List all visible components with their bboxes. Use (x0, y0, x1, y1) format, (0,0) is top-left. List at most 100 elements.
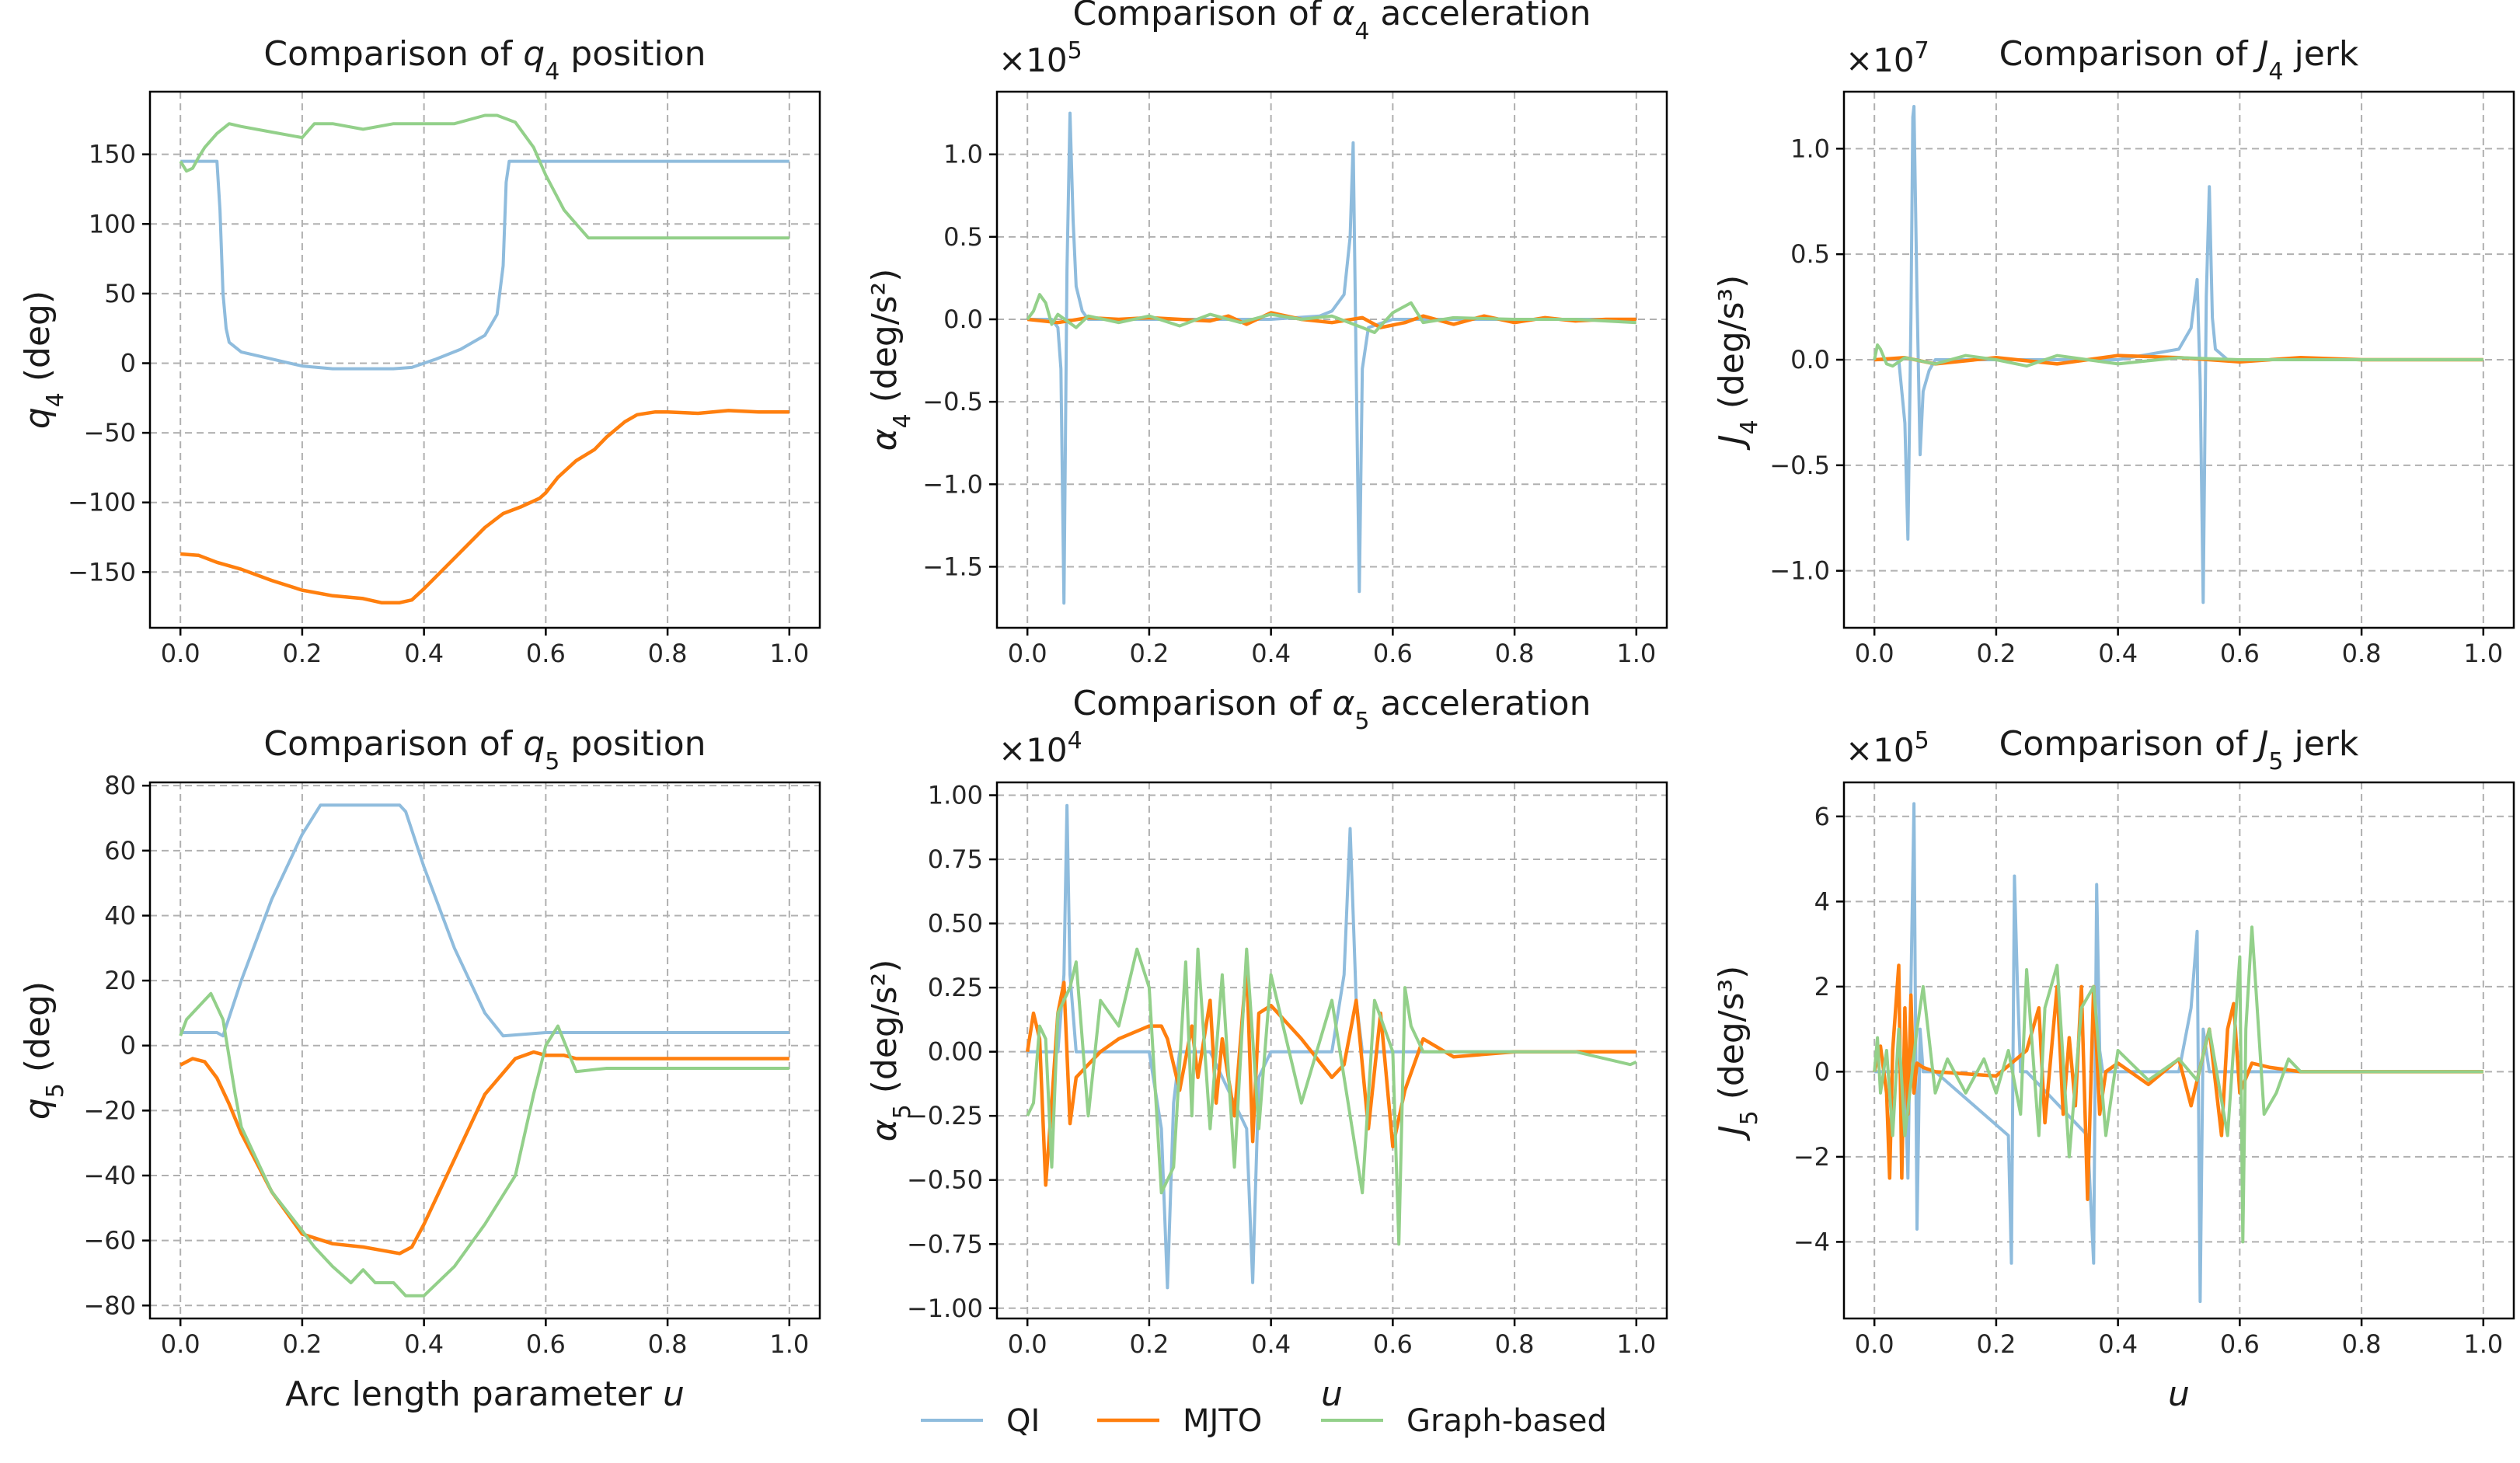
chart-title: Comparison of q4 position (263, 34, 706, 85)
y-axis-label: α4 (deg/s²) (865, 269, 916, 451)
series-line-qi (180, 159, 789, 371)
chart-title: Comparison of α5 acceleration (1073, 684, 1591, 735)
series-line-qi (1874, 105, 2483, 604)
chart-title: Comparison of α4 acceleration (1073, 0, 1591, 45)
series-line-graph-based (179, 113, 789, 240)
x-tick-label: 0.2 (1129, 1329, 1169, 1359)
series-line-graph-based (179, 991, 789, 1298)
x-tick-label: 0.4 (404, 1329, 444, 1359)
chart-q5: 0.0 0.2 0.4 0.6 0.8 1.0 80 60 40 20 0 −20 −40 −60 −80 C… (18, 724, 821, 1414)
series-line-mjto (1873, 963, 2483, 1201)
y-tick-label: 0 (120, 348, 136, 378)
y-tick-label: 50 (104, 279, 136, 308)
chart-a5: 0.0 0.2 0.4 0.6 0.8 1.0 1.00 0.75 0.50 0.25 0.00 −0… (865, 684, 1668, 1414)
y-axis-label: α5 (deg/s²) (865, 960, 916, 1142)
y-tick-label: 0.0 (1790, 345, 1830, 374)
chart-j5: 0.0 0.2 0.4 0.6 0.8 1.0 6 4 2 0 −2 −4 Comparison of … (1712, 724, 2515, 1414)
y-tick-label: 0.0 (943, 305, 983, 334)
y-tick-label: −60 (83, 1226, 136, 1256)
y-axis-label: q4 (deg) (18, 291, 69, 429)
x-tick-label: 0.0 (161, 639, 200, 668)
chart-a4: 0.0 0.2 0.4 0.6 0.8 1.0 1.0 0.5 0.0 −0.5 −1.0 −1.5 C… (865, 0, 1668, 668)
y-tick-label: −20 (83, 1096, 136, 1125)
y-tick-label: −0.5 (1769, 451, 1830, 480)
x-tick-label: 0.4 (1251, 639, 1291, 668)
y-tick-label: 0.00 (928, 1037, 983, 1067)
axis-offset-label: ×107 (1846, 37, 1929, 80)
x-tick-label: 0.2 (1976, 1329, 2016, 1359)
series-line-graph-based (1026, 293, 1636, 334)
series-line-mjto (180, 409, 789, 604)
x-tick-label: 0.8 (1495, 639, 1535, 668)
x-tick-label: 0.2 (1976, 639, 2016, 668)
x-tick-label: 0.0 (1855, 1329, 1894, 1359)
y-tick-label: −2 (1793, 1142, 1830, 1172)
y-tick-label: 1.00 (928, 781, 983, 810)
y-tick-label: −1.5 (922, 552, 983, 581)
chart-q4: 0.0 0.2 0.4 0.6 0.8 1.0 150 100 50 0 −50 −100 −150 Co… (18, 34, 821, 668)
y-axis-label: q5 (deg) (18, 981, 69, 1120)
legend-label: QI (1006, 1403, 1040, 1439)
y-tick-label: −0.50 (907, 1165, 983, 1195)
x-tick-label: 1.0 (769, 639, 809, 668)
y-tick-label: −100 (68, 488, 136, 517)
series-line-qi (180, 803, 789, 1038)
y-tick-label: −0.25 (907, 1101, 983, 1130)
x-tick-label: 0.4 (404, 639, 444, 668)
x-tick-label: 0.4 (1251, 1329, 1291, 1359)
chart-title: Comparison of J4 jerk (1999, 34, 2359, 85)
y-axis-label: J5 (deg/s³) (1712, 966, 1763, 1142)
y-tick-label: −1.0 (922, 469, 983, 499)
series-line-qi (1027, 803, 1636, 1290)
x-tick-label: 0.6 (2220, 639, 2260, 668)
y-tick-label: 6 (1814, 802, 1830, 831)
y-tick-label: 100 (89, 209, 136, 239)
series-line-graph-based (1873, 925, 2483, 1244)
series-line-graph-based (1026, 947, 1637, 1246)
x-tick-label: 0.0 (1855, 639, 1894, 668)
x-axis-label: u (1321, 1374, 1343, 1414)
y-tick-label: 60 (104, 836, 136, 866)
x-tick-label: 0.6 (526, 639, 566, 668)
x-tick-label: 0.0 (161, 1329, 200, 1359)
x-tick-label: 0.8 (2342, 639, 2382, 668)
x-tick-label: 0.8 (1495, 1329, 1535, 1359)
series-line-mjto (1025, 963, 1636, 1187)
x-tick-label: 0.2 (282, 639, 322, 668)
x-tick-label: 0.2 (282, 1329, 322, 1359)
x-tick-label: 0.8 (648, 639, 688, 668)
axes-frame (995, 781, 1668, 1320)
y-tick-label: 80 (104, 771, 136, 800)
chart-title: Comparison of J5 jerk (1999, 724, 2359, 775)
y-tick-label: 0 (120, 1031, 136, 1061)
y-tick-label: 0.5 (943, 222, 983, 252)
y-tick-label: −80 (83, 1291, 136, 1320)
y-tick-label: 150 (89, 140, 136, 169)
axes-frame (148, 781, 821, 1320)
y-tick-label: −0.5 (922, 387, 983, 416)
axis-offset-label: ×104 (999, 727, 1082, 770)
legend: QI MJTO Graph-based (921, 1403, 1607, 1439)
x-tick-label: 0.8 (2342, 1329, 2382, 1359)
y-tick-label: −150 (68, 557, 136, 587)
y-tick-label: −0.75 (907, 1229, 983, 1259)
legend-label: MJTO (1183, 1403, 1262, 1439)
x-tick-label: 0.0 (1008, 639, 1047, 668)
x-tick-label: 0.6 (526, 1329, 566, 1359)
y-tick-label: 40 (104, 900, 136, 930)
x-tick-label: 1.0 (1616, 1329, 1656, 1359)
y-tick-label: 2 (1814, 972, 1830, 1001)
axis-offset-label: ×105 (999, 37, 1082, 80)
y-tick-label: 1.0 (1790, 134, 1830, 163)
x-tick-label: 0.2 (1129, 639, 1169, 668)
y-tick-label: 0.25 (928, 973, 983, 1002)
chart-j4: 0.0 0.2 0.4 0.6 0.8 1.0 1.0 0.5 0.0 −0.5 −1.0 Compa… (1712, 34, 2515, 668)
axes-frame (995, 90, 1668, 629)
x-tick-label: 0.4 (2098, 1329, 2138, 1359)
series-line-mjto (180, 1050, 789, 1256)
x-tick-label: 0.6 (1373, 639, 1413, 668)
y-tick-label: 0.5 (1790, 239, 1830, 269)
y-tick-label: 20 (104, 966, 136, 995)
x-tick-label: 1.0 (2463, 639, 2503, 668)
